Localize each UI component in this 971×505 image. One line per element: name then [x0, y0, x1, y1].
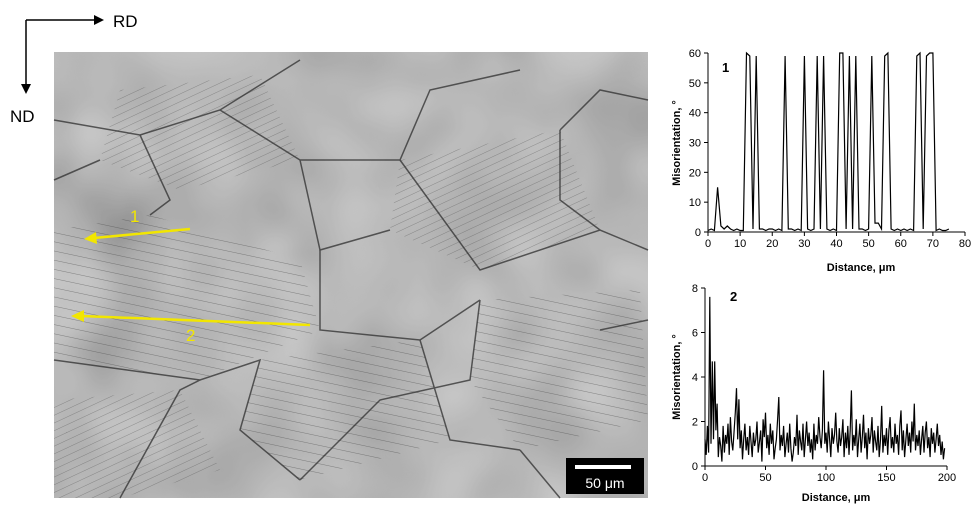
chart-1-panel-label: 1 [722, 60, 729, 75]
chart-1-x-axis-title: Distance, μm [827, 262, 896, 274]
chart-2-y-axis-title: Misorientation, ° [671, 334, 683, 420]
arrow-1-line [93, 227, 191, 240]
x-tick-label: 60 [895, 238, 907, 250]
misorientation-chart-1: 1 Misorientation, ° Distance, μm 0 10 20 30… [671, 48, 971, 274]
y-tick-label: 8 [692, 283, 698, 295]
scale-bar-box [566, 458, 644, 494]
y-tick-label: 60 [689, 48, 701, 60]
direction-indicator: RD ND [10, 12, 138, 126]
nd-arrowhead [21, 84, 31, 94]
misorientation-chart-2: 2 Misorientation, ° Distance, μm 0 2 4 6 8 0 5… [671, 283, 956, 504]
scale-bar-label: 50 μm [585, 475, 624, 491]
rd-label: RD [113, 12, 138, 31]
x-tick-label: 200 [938, 472, 956, 484]
x-tick-label: 30 [798, 238, 810, 250]
x-tick-label: 70 [927, 238, 939, 250]
y-tick-label: 2 [692, 417, 698, 429]
y-tick-label: 4 [692, 372, 698, 384]
x-tick-label: 150 [877, 472, 895, 484]
nd-label: ND [10, 107, 35, 126]
y-tick-label: 30 [689, 138, 701, 150]
y-tick-label: 20 [689, 167, 701, 179]
arrow-1-label: 1 [130, 207, 139, 226]
arrow-2-label: 2 [186, 326, 195, 345]
y-tick-label: 0 [695, 227, 701, 239]
x-tick-label: 0 [702, 472, 708, 484]
x-tick-label: 100 [817, 472, 835, 484]
x-tick-label: 20 [766, 238, 778, 250]
chart-2-x-axis-title: Distance, μm [802, 492, 871, 504]
y-tick-label: 50 [689, 78, 701, 90]
x-tick-label: 0 [705, 238, 711, 250]
y-tick-label: 40 [689, 108, 701, 120]
x-tick-label: 50 [759, 472, 771, 484]
arrow-1-head [84, 232, 97, 244]
x-tick-label: 40 [830, 238, 842, 250]
x-tick-label: 10 [734, 238, 746, 250]
y-tick-label: 10 [689, 197, 701, 209]
chart-2-series-line [704, 296, 946, 462]
arrow-2-head [71, 310, 84, 322]
x-tick-label: 80 [959, 238, 971, 250]
x-tick-label: 50 [863, 238, 875, 250]
y-tick-label: 6 [692, 328, 698, 340]
rd-arrowhead [94, 15, 104, 25]
micrograph-image: 1 2 50 μm [53, 52, 649, 499]
chart-2-panel-label: 2 [730, 289, 737, 304]
y-tick-label: 0 [692, 461, 698, 473]
chart-1-series-line [707, 51, 950, 232]
arrow-2-line [81, 314, 311, 327]
chart-1-y-axis-title: Misorientation, ° [671, 100, 683, 186]
